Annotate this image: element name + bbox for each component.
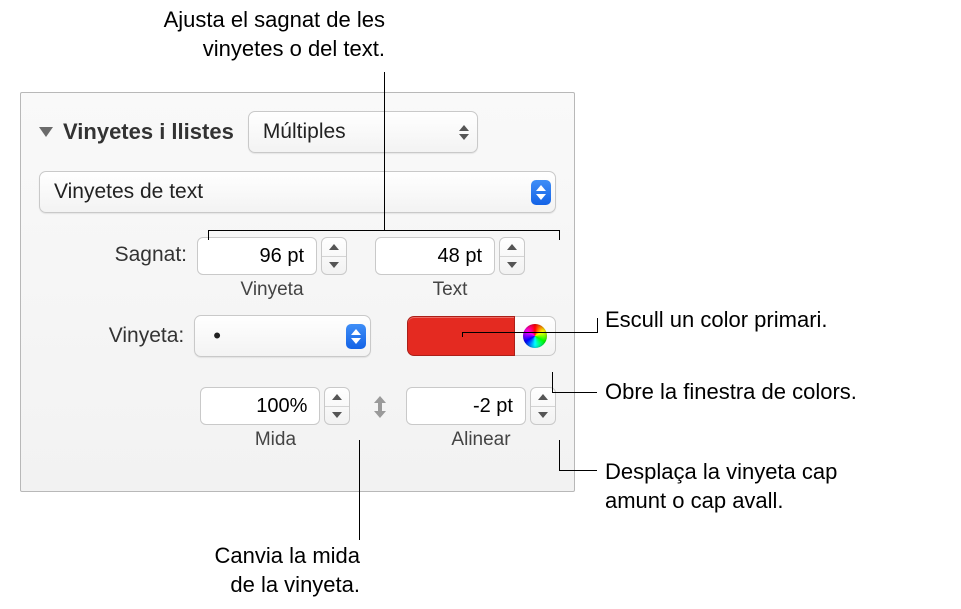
- list-style-popup[interactable]: Múltiples: [248, 111, 478, 153]
- bullet-indent-stepper[interactable]: [321, 237, 347, 275]
- bullet-type-popup[interactable]: Vinyetes de text: [39, 171, 556, 213]
- stepper-down-icon[interactable]: [322, 257, 346, 275]
- callout-text: Desplaça la vinyeta capamunt o cap avall…: [605, 459, 837, 513]
- chevrons-icon: [531, 180, 551, 205]
- bullet-color-swatch[interactable]: [407, 316, 515, 356]
- stepper-up-icon[interactable]: [500, 238, 524, 257]
- color-picker-button[interactable]: [515, 316, 556, 356]
- size-field[interactable]: 100%: [200, 387, 320, 425]
- stepper-up-icon[interactable]: [325, 388, 349, 407]
- callout-text: Canvia la midade la vinyeta.: [214, 543, 360, 597]
- color-wheel-icon: [523, 324, 547, 348]
- callout-text: Ajusta el sagnat de lesvinyetes o del te…: [164, 7, 385, 61]
- callout-color-picker: Obre la finestra de colors.: [605, 378, 857, 407]
- chevrons-icon: [346, 324, 366, 349]
- sublabel-text: Text: [375, 279, 525, 301]
- callout-text: Obre la finestra de colors.: [605, 379, 857, 404]
- bullet-character-popup[interactable]: •: [194, 315, 371, 357]
- bullet-row-label: Vinyeta:: [39, 324, 184, 348]
- callout-align: Desplaça la vinyeta capamunt o cap avall…: [605, 458, 837, 515]
- sublabel-bullet: Vinyeta: [197, 279, 347, 301]
- disclosure-triangle-icon[interactable]: [39, 127, 53, 137]
- updown-arrow-icon: [366, 393, 394, 421]
- callout-text: Escull un color primari.: [605, 307, 828, 332]
- bullets-lists-panel: Vinyetes i llistes Múltiples Vinyetes de…: [20, 92, 575, 492]
- popup-label: Vinyetes de text: [54, 180, 203, 204]
- text-indent-stepper[interactable]: [499, 237, 525, 275]
- section-title: Vinyetes i llistes: [63, 119, 234, 145]
- align-field[interactable]: -2 pt: [406, 387, 526, 425]
- sublabel-align: Alinear: [406, 429, 556, 451]
- size-stepper[interactable]: [324, 387, 350, 425]
- sublabel-size: Mida: [200, 429, 350, 451]
- bullet-indent-field[interactable]: 96 pt: [197, 237, 317, 275]
- stepper-down-icon[interactable]: [531, 407, 555, 425]
- callout-primary-color: Escull un color primari.: [605, 306, 828, 335]
- stepper-up-icon[interactable]: [322, 238, 346, 257]
- indent-label: Sagnat:: [39, 237, 187, 267]
- popup-label: Múltiples: [263, 120, 346, 144]
- text-indent-field[interactable]: 48 pt: [375, 237, 495, 275]
- chevrons-icon: [459, 125, 469, 140]
- stepper-down-icon[interactable]: [500, 257, 524, 275]
- stepper-down-icon[interactable]: [325, 407, 349, 425]
- callout-size: Canvia la midade la vinyeta.: [140, 542, 360, 599]
- callout-indent: Ajusta el sagnat de lesvinyetes o del te…: [95, 6, 385, 63]
